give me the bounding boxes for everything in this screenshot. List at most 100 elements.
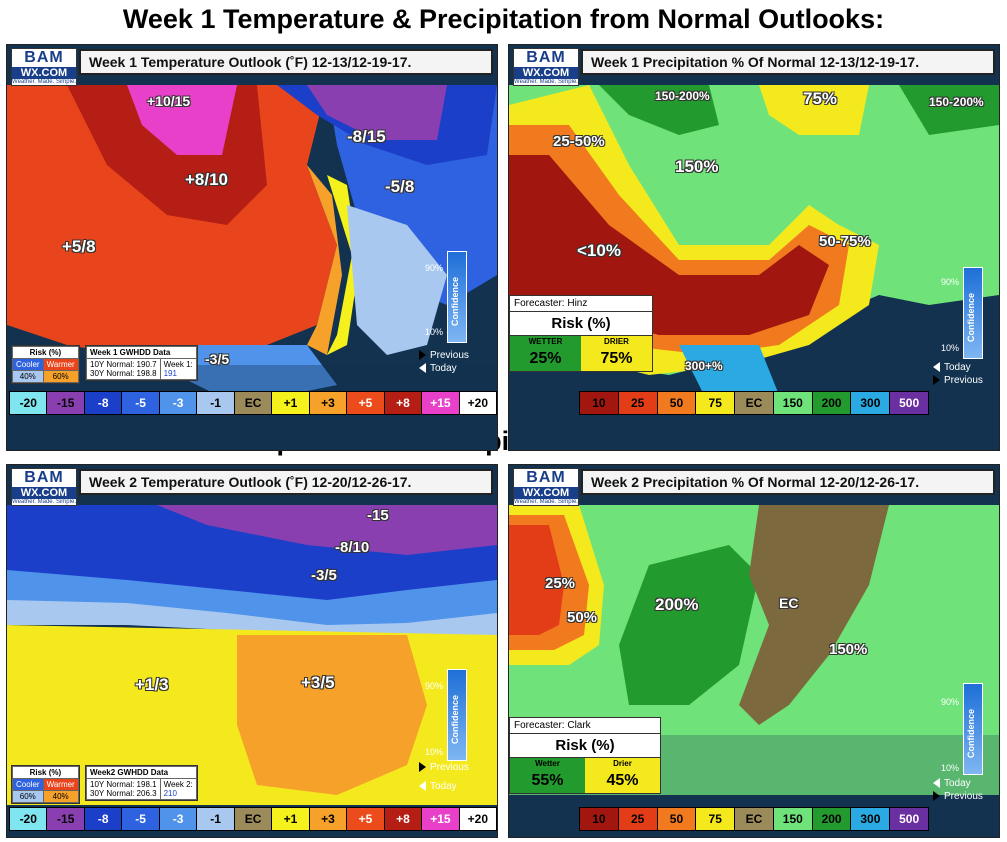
temperature-legend: -20 -15 -8 -5 -3 -1 EC +1 +3 +5 +8 +15 +20: [9, 391, 497, 415]
confidence-bar: Confidence: [447, 669, 467, 761]
week1-precipitation-title: Week 1 Precipitation % Of Normal 12-13/1…: [581, 49, 995, 75]
map-label: -15: [367, 507, 389, 524]
confidence-bar: Confidence: [963, 267, 983, 359]
map-label: -3/5: [311, 567, 337, 584]
week2-temperature-map-graphic: [7, 465, 497, 837]
forecaster-name: Forecaster: Hinz: [510, 296, 652, 312]
confidence-high: 90%: [425, 263, 444, 273]
legend-swatch: +1: [272, 808, 310, 830]
legend-swatch: +20: [459, 392, 497, 414]
confidence-label: Confidence: [966, 708, 976, 758]
logo-bam-text: BAM: [526, 469, 566, 486]
previous-label: Previous: [944, 791, 983, 802]
gwhdd-week-value: 191: [163, 369, 177, 378]
previous-today-key: Previous Today: [419, 761, 469, 793]
map-label: -5/8: [385, 177, 415, 196]
legend-swatch: EC: [735, 808, 774, 830]
week2-temperature-map: BAM WX.COM Weather. Made. Simple. Week 2…: [6, 464, 498, 838]
legend-swatch: EC: [234, 808, 273, 830]
gwhdd-normals: 10Y Normal: 190.7 30Y Normal: 198.8: [86, 358, 161, 380]
legend-swatch: 50: [657, 808, 697, 830]
legend-swatch: 150: [773, 808, 813, 830]
legend-swatch: 75: [696, 392, 736, 414]
confidence-low: 10%: [425, 747, 444, 757]
logo-wx-text: WX.COM: [12, 67, 76, 79]
map-label: 150%: [675, 157, 719, 176]
legend-swatch: +5: [347, 392, 385, 414]
legend-swatch: 25: [618, 808, 658, 830]
previous-label: Previous: [944, 375, 983, 386]
risk-cooler-pct: 40%: [12, 370, 44, 383]
week1-heading: Week 1 Temperature & Precipitation from …: [122, 4, 885, 34]
bam-wx-logo: BAM WX.COM Weather. Made. Simple.: [11, 48, 77, 86]
precipitation-legend: 10 25 50 75 EC 150 200 300 500: [579, 391, 929, 415]
gwhdd-week-label: Week 2:: [163, 780, 193, 789]
legend-swatch: +15: [422, 808, 460, 830]
map-label: +8/10: [185, 170, 229, 189]
legend-swatch: +3: [309, 392, 348, 414]
week2-temperature-title: Week 2 Temperature Outlook (˚F) 12-20/12…: [79, 469, 493, 495]
confidence-high: 90%: [941, 697, 960, 707]
legend-swatch: +15: [422, 392, 460, 414]
risk-title: Risk (%): [510, 734, 660, 758]
risk-warmer-label: Warmer: [42, 778, 79, 791]
map-label: 25%: [545, 575, 576, 592]
legend-swatch: 25: [618, 392, 658, 414]
logo-wx-text: WX.COM: [12, 487, 76, 499]
logo-tagline: Weather. Made. Simple.: [12, 79, 76, 85]
map-label: +3/5: [301, 673, 335, 692]
precipitation-legend: 10 25 50 75 EC 150 200 300 500: [579, 807, 929, 831]
confidence-high: 90%: [425, 681, 444, 691]
legend-swatch: -5: [122, 392, 160, 414]
legend-swatch: -5: [122, 808, 160, 830]
week1-forecaster-box: Forecaster: Hinz Risk (%) WETTER DRIER 2…: [509, 295, 653, 372]
drier-pct: 75%: [581, 347, 652, 371]
legend-swatch: +1: [272, 392, 310, 414]
drier-label: DRIER: [581, 336, 652, 347]
legend-swatch: 50: [657, 392, 697, 414]
gwhdd-title: Week2 GWHDD Data: [86, 766, 197, 779]
map-label: -3/5: [205, 351, 230, 367]
legend-swatch: -20: [10, 808, 48, 830]
map-label: <10%: [577, 241, 621, 260]
forecaster-name: Forecaster: Clark: [510, 718, 660, 734]
week1-temperature-title: Week 1 Temperature Outlook (˚F) 12-13/12…: [79, 49, 493, 75]
legend-swatch: 75: [696, 808, 736, 830]
gwhdd-week-value: 210: [163, 789, 177, 798]
confidence-low: 10%: [425, 327, 444, 337]
map-label: 200%: [655, 595, 699, 614]
today-label: Today: [944, 362, 971, 373]
map-label: -8/10: [335, 539, 370, 556]
legend-swatch: 500: [890, 808, 929, 830]
map-label: 75%: [803, 89, 838, 108]
previous-marker-icon: [419, 350, 426, 361]
legend-swatch: 300: [851, 392, 891, 414]
wetter-pct: 55%: [510, 769, 585, 793]
risk-cooler-label: Cooler: [12, 358, 44, 371]
legend-swatch: -8: [84, 392, 123, 414]
logo-tagline: Weather. Made. Simple.: [514, 499, 578, 505]
legend-swatch: 200: [812, 808, 852, 830]
gwhdd-week: Week 2: 210: [159, 778, 197, 800]
logo-wx-text: WX.COM: [514, 487, 578, 499]
confidence-low: 10%: [941, 763, 960, 773]
confidence-high: 90%: [941, 277, 960, 287]
today-marker-icon: [419, 363, 426, 374]
gwhdd-normals: 10Y Normal: 198.1 30Y Normal: 206.3: [86, 778, 161, 800]
map-label: -8/15: [347, 127, 386, 146]
map-label: +1/3: [135, 675, 169, 694]
today-marker-icon: [419, 781, 426, 792]
confidence-bar: Confidence: [447, 251, 467, 343]
previous-label: Previous: [430, 350, 469, 361]
wetter-label: WETTER: [510, 336, 581, 347]
risk-title: Risk (%): [12, 766, 79, 779]
legend-swatch: EC: [234, 392, 273, 414]
risk-warmer-pct: 60%: [42, 370, 79, 383]
previous-today-key: Previous Today: [419, 349, 469, 375]
legend-swatch: 10: [580, 808, 619, 830]
map-label: 150-200%: [929, 95, 984, 109]
previous-marker-icon: [419, 762, 426, 773]
week2-precipitation-map: BAM WX.COM Weather. Made. Simple. Week 2…: [508, 464, 1000, 838]
map-label: EC: [779, 595, 799, 611]
gwhdd-week: Week 1: 191: [159, 358, 197, 380]
